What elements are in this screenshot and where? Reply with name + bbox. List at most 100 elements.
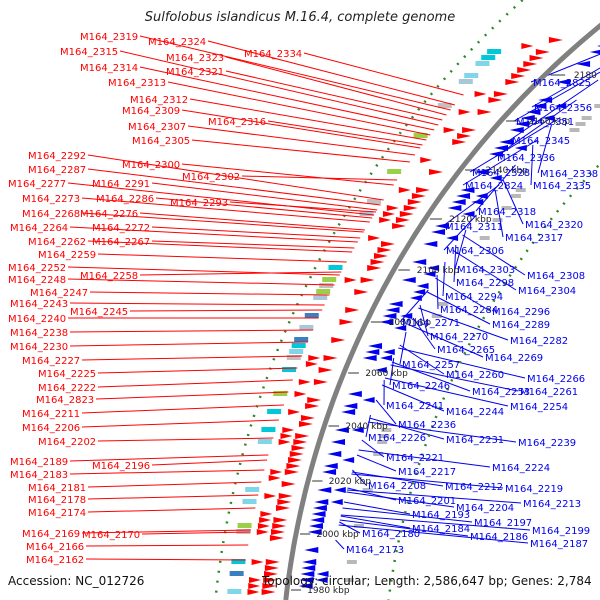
leader-line bbox=[87, 168, 381, 206]
leader-line bbox=[187, 125, 416, 156]
reverse-gene-arrow bbox=[416, 283, 429, 289]
forward-gene-arrow bbox=[443, 127, 456, 133]
gene-label: M164_2266 bbox=[527, 374, 585, 385]
forward-gene-arrow bbox=[367, 265, 382, 271]
feature-block bbox=[475, 61, 490, 66]
gene-label: M164_2313 bbox=[108, 78, 166, 89]
leader-line bbox=[69, 341, 308, 347]
reverse-gene-arrow bbox=[333, 487, 346, 493]
gene-label: M164_2269 bbox=[485, 353, 543, 364]
leader-line bbox=[67, 266, 340, 276]
tick-label: 2140 kbp bbox=[485, 166, 528, 176]
reverse-gene-arrow bbox=[475, 193, 488, 199]
leader-line bbox=[351, 473, 504, 489]
leader-line bbox=[207, 40, 455, 106]
feature-block bbox=[373, 452, 384, 456]
feature-block bbox=[245, 487, 260, 492]
gene-label: M164_2187 bbox=[530, 539, 588, 550]
reverse-gene-arrow bbox=[362, 397, 375, 403]
reverse-gene-arrow bbox=[514, 145, 527, 151]
forward-gene-arrow bbox=[261, 589, 276, 595]
reverse-gene-arrow bbox=[423, 241, 438, 247]
leader-line bbox=[342, 507, 473, 523]
reverse-gene-arrow bbox=[316, 571, 329, 577]
forward-gene-arrow bbox=[256, 529, 269, 535]
feature-block bbox=[313, 295, 328, 300]
reverse-gene-arrow bbox=[451, 199, 466, 205]
leader-line bbox=[399, 289, 429, 323]
forward-gene-arrow bbox=[511, 73, 526, 79]
tick-label: 2100 kbp bbox=[417, 266, 460, 276]
forward-gene-arrow bbox=[282, 427, 295, 433]
reverse-gene-arrow bbox=[315, 577, 328, 583]
gene-label: M164_2184 bbox=[412, 524, 470, 535]
gene-label: M164_2231 bbox=[446, 435, 504, 446]
gene-label: M164_2243 bbox=[10, 299, 68, 310]
forward-gene-arrow bbox=[308, 355, 321, 361]
reverse-gene-arrow bbox=[327, 451, 342, 457]
forward-gene-arrow bbox=[260, 511, 273, 517]
leader-line bbox=[442, 184, 500, 227]
feature-block bbox=[501, 206, 512, 210]
forward-gene-arrow bbox=[270, 469, 283, 475]
forward-gene-arrow bbox=[262, 583, 277, 589]
forward-gene-arrow bbox=[344, 277, 357, 283]
gene-label: M164_2236 bbox=[398, 420, 456, 431]
leader-line bbox=[530, 144, 534, 186]
forward-gene-arrow bbox=[269, 535, 284, 541]
feature-block bbox=[353, 524, 364, 528]
gene-label: M164_2317 bbox=[505, 233, 563, 244]
leader-line bbox=[97, 379, 293, 388]
gene-label: M164_2196 bbox=[92, 461, 150, 472]
gene-label: M164_2335 bbox=[533, 181, 591, 192]
feature-block bbox=[487, 49, 502, 54]
gene-label: M164_2254 bbox=[510, 402, 568, 413]
feature-block bbox=[304, 313, 319, 318]
reverse-gene-arrow bbox=[412, 259, 427, 265]
leader-line bbox=[267, 120, 423, 146]
forward-gene-arrow bbox=[305, 403, 320, 409]
feature-block bbox=[343, 578, 354, 582]
reverse-gene-arrow bbox=[509, 127, 524, 133]
reverse-gene-arrow bbox=[423, 271, 436, 277]
gene-label: M164_2246 bbox=[392, 381, 450, 392]
gene-label: M164_2302 bbox=[182, 172, 240, 183]
leader-line bbox=[494, 99, 577, 158]
accession-text: Accession: NC_012726 bbox=[8, 574, 145, 588]
forward-gene-arrow bbox=[360, 277, 375, 283]
leader-line bbox=[181, 163, 394, 186]
gene-label: M164_2253 bbox=[472, 387, 530, 398]
reverse-gene-arrow bbox=[462, 211, 475, 217]
leader-line bbox=[398, 347, 526, 379]
gene-label: M164_2318 bbox=[478, 207, 536, 218]
gene-label: M164_2224 bbox=[492, 463, 550, 474]
leader-line bbox=[462, 234, 526, 276]
forward-gene-arrow bbox=[517, 67, 532, 73]
forward-gene-arrow bbox=[474, 91, 487, 97]
forward-gene-arrow bbox=[313, 379, 328, 385]
reverse-gene-arrow bbox=[431, 229, 446, 235]
reverse-gene-arrow bbox=[310, 517, 325, 523]
gene-label: M164_2208 bbox=[368, 481, 426, 492]
tick-label: 2080 kbp bbox=[389, 318, 432, 328]
leader-line bbox=[367, 421, 517, 443]
reverse-gene-arrow bbox=[382, 313, 397, 319]
forward-gene-arrow bbox=[305, 361, 318, 367]
feature-block bbox=[515, 188, 526, 192]
leader-line bbox=[442, 261, 446, 297]
leader-line bbox=[69, 469, 265, 475]
leader-line bbox=[469, 119, 557, 173]
feature-block bbox=[359, 211, 374, 216]
reverse-gene-arrow bbox=[542, 115, 555, 121]
leader-line bbox=[87, 154, 384, 201]
leader-line bbox=[390, 364, 519, 392]
gene-label: M164_2276 bbox=[80, 209, 138, 220]
feature-block bbox=[237, 523, 252, 528]
leader-line bbox=[494, 189, 504, 238]
forward-gene-arrow bbox=[429, 169, 444, 175]
gene-label: M164_2356 bbox=[534, 103, 592, 114]
forward-gene-arrow bbox=[284, 469, 299, 475]
leader-line bbox=[87, 240, 353, 253]
gene-label: M164_2291 bbox=[92, 179, 150, 190]
